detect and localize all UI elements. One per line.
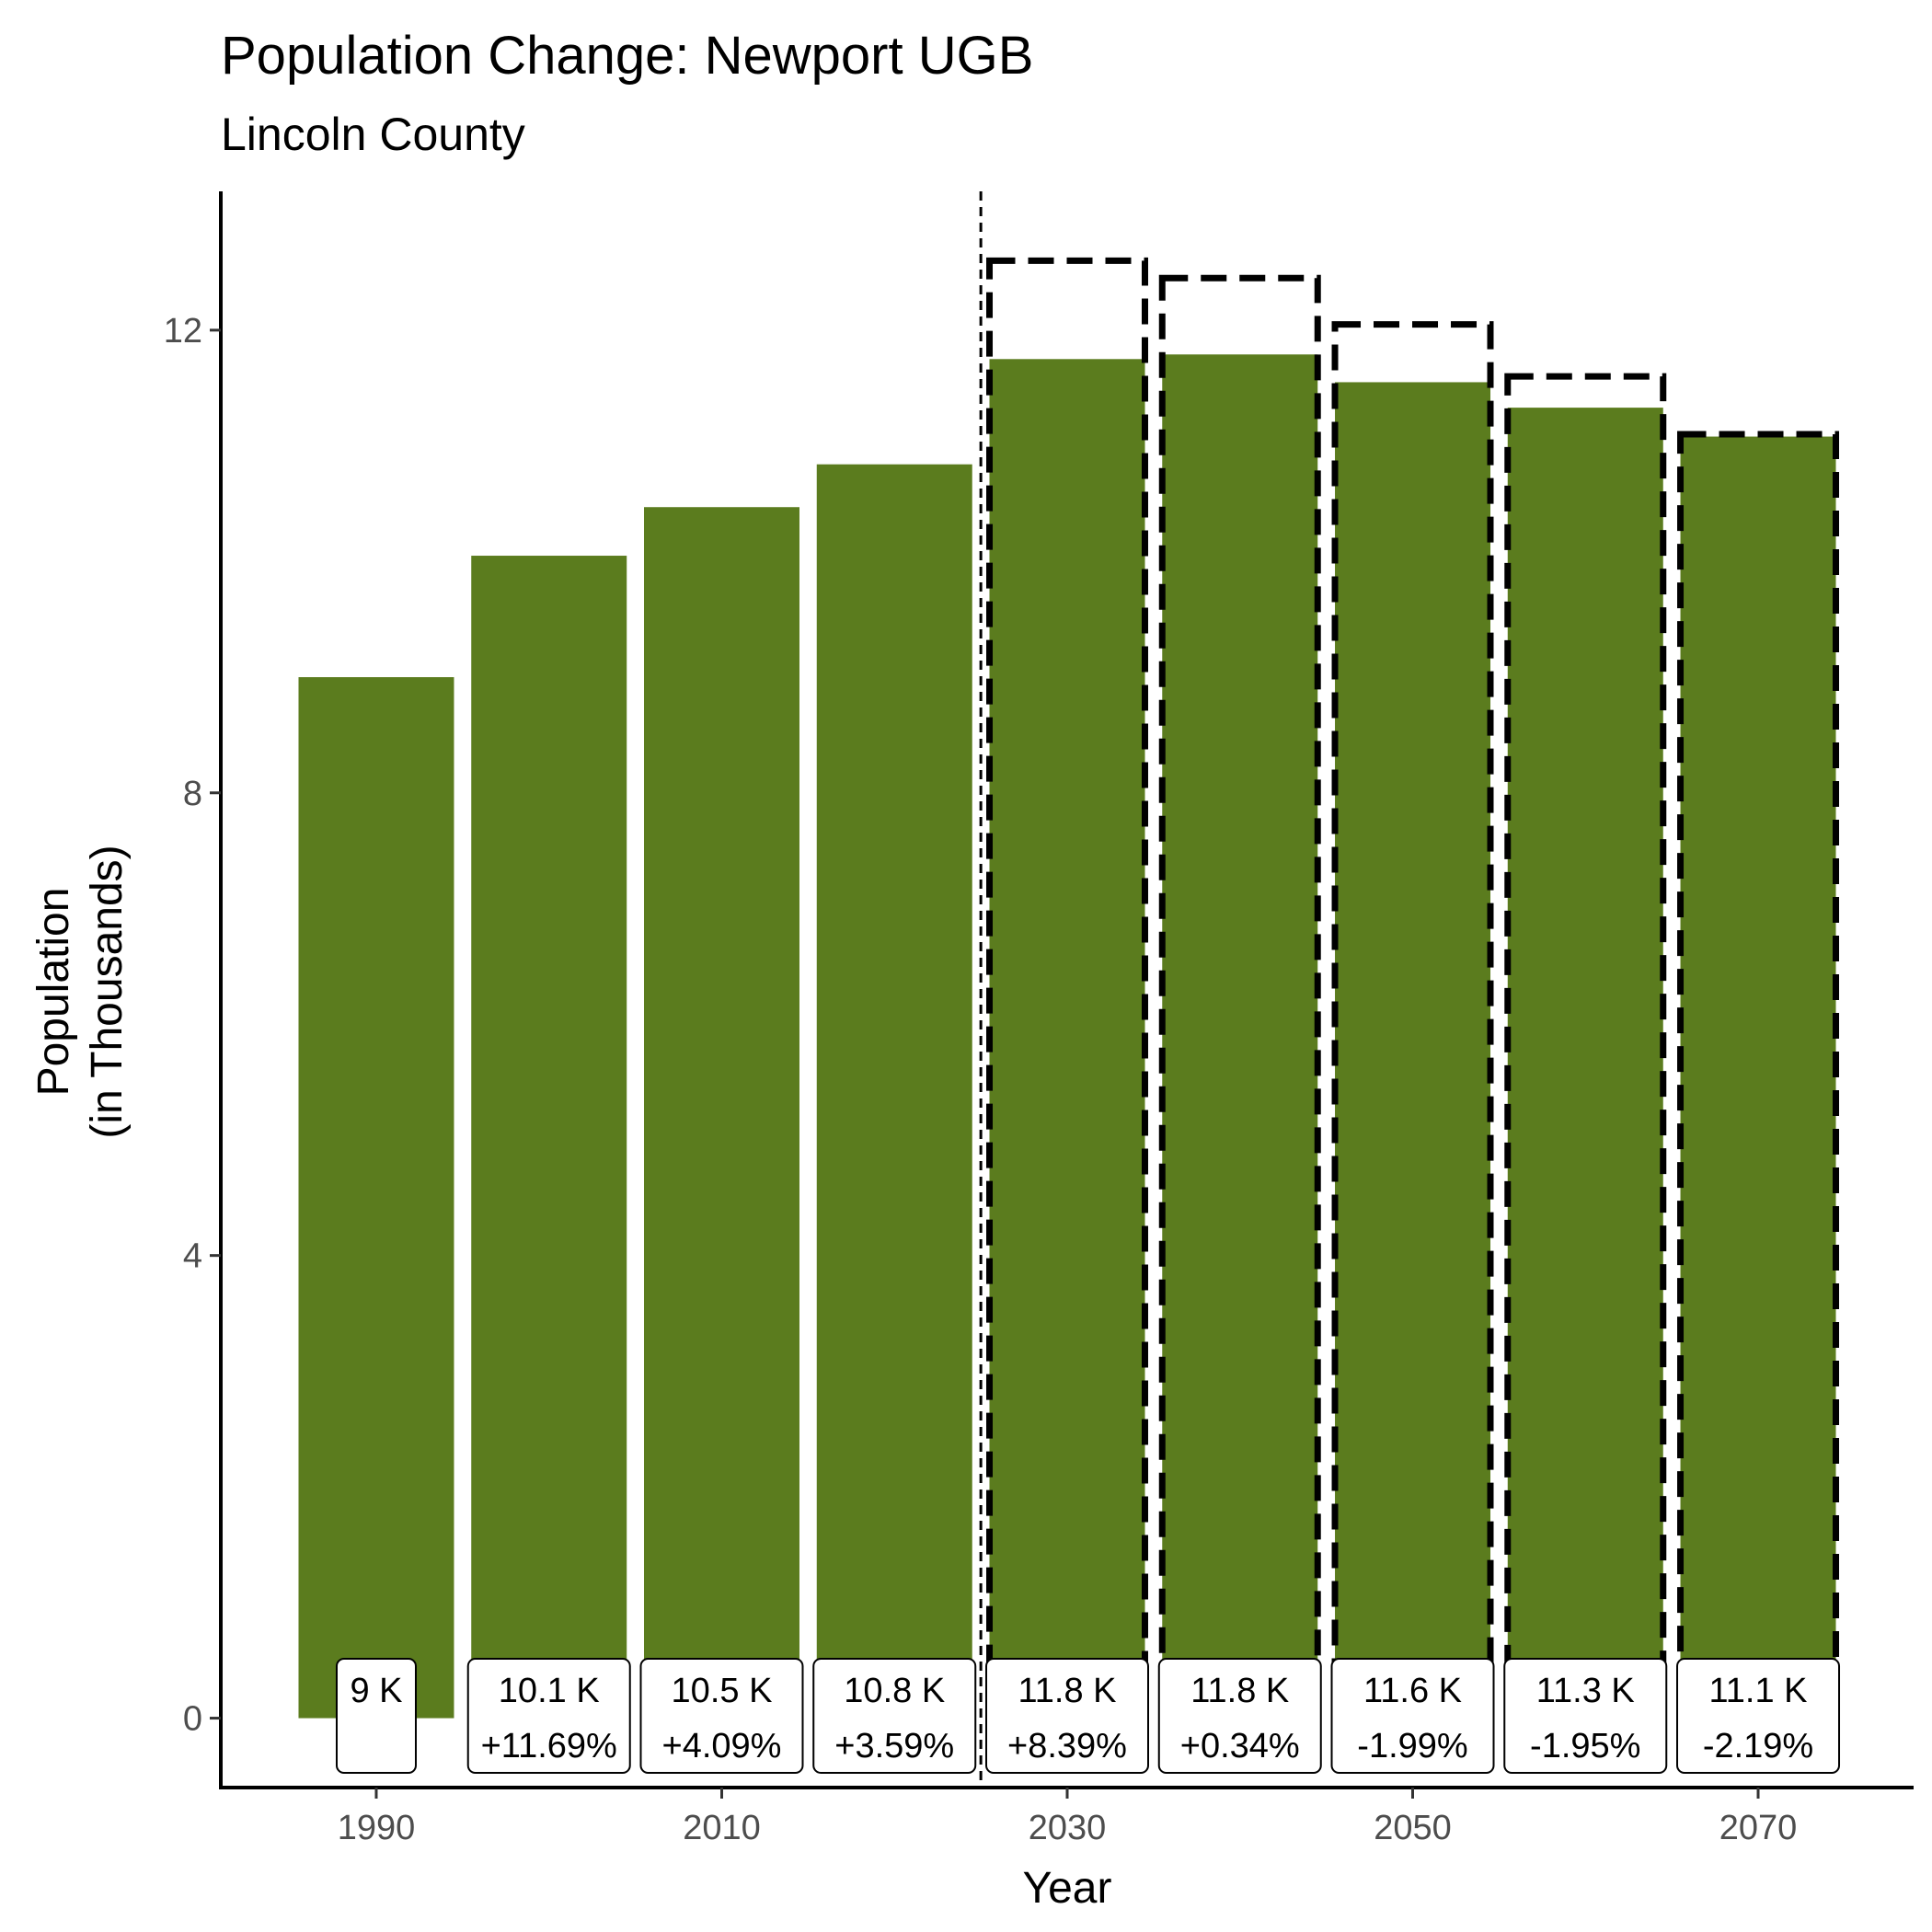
data-label-change: -1.99% [1357, 1727, 1467, 1765]
forecast-outline-2060 [1504, 373, 1667, 1722]
data-label-2020: 10.8 K +3.59% [812, 1658, 977, 1774]
data-label-box [1676, 1658, 1841, 1774]
data-label-value: 10.1 K [499, 1672, 600, 1710]
bars-layer [298, 354, 1836, 1719]
bar-2030 [989, 359, 1145, 1719]
bar-2050 [1335, 382, 1490, 1719]
data-label-1990: 9 K [335, 1658, 417, 1774]
x-tick-label-2030: 2030 [1029, 1809, 1107, 1847]
x-tick-label-2050: 2050 [1374, 1809, 1452, 1847]
bar-2010 [644, 507, 799, 1719]
data-label-box [335, 1658, 417, 1774]
data-label-value: 9 K [350, 1672, 402, 1710]
data-label-value: 11.3 K [1536, 1672, 1635, 1710]
data-label-2060: 11.3 K -1.95% [1503, 1658, 1668, 1774]
axes-layer: 0 4 8 12 1990 2010 2030 2050 2070 [164, 191, 1914, 1847]
bar-2040 [1162, 354, 1318, 1719]
data-label-box [1157, 1658, 1322, 1774]
data-label-value: 11.6 K [1363, 1672, 1462, 1710]
data-label-2040: 11.8 K +0.34% [1157, 1658, 1322, 1774]
bar-2070 [1680, 436, 1836, 1719]
data-label-change: +4.09% [662, 1727, 782, 1765]
data-label-change: +0.34% [1180, 1727, 1300, 1765]
bar-1990 [298, 677, 454, 1719]
x-axis-title: Year [1023, 1864, 1112, 1913]
data-label-change: +11.69% [481, 1727, 617, 1765]
data-label-box [466, 1658, 631, 1774]
data-label-box [985, 1658, 1149, 1774]
x-tick-label-1990: 1990 [338, 1809, 416, 1847]
data-label-value: 10.8 K [844, 1672, 945, 1710]
chart-title: Population Change: Newport UGB [221, 26, 1033, 86]
y-tick-label-12: 12 [164, 312, 202, 351]
bar-2020 [816, 464, 972, 1719]
data-label-value: 11.1 K [1708, 1672, 1807, 1710]
y-tick-label-0: 0 [183, 1700, 202, 1739]
y-axis-title: Population (in Thousands) [29, 845, 132, 1138]
data-label-value: 11.8 K [1018, 1672, 1116, 1710]
data-label-change: +8.39% [1007, 1727, 1127, 1765]
forecast-outline-layer [986, 257, 1840, 1722]
data-label-change: +3.59% [834, 1727, 954, 1765]
bar-2000 [471, 556, 627, 1719]
bar-2060 [1507, 408, 1663, 1719]
y-tick-label-4: 4 [183, 1237, 202, 1276]
data-label-value: 10.5 K [672, 1672, 773, 1710]
y-axis-title-line1: Population [29, 888, 78, 1097]
data-label-layer: 9 K 10.1 K +11.69% 10.5 K +4.09% 10.8 K +3.59%… [335, 1658, 1841, 1774]
y-tick-label-8: 8 [183, 775, 202, 813]
x-tick-label-2070: 2070 [1719, 1809, 1798, 1847]
data-label-box [812, 1658, 977, 1774]
data-label-box [1330, 1658, 1495, 1774]
data-label-2000: 10.1 K +11.69% [466, 1658, 631, 1774]
chart-subtitle: Lincoln County [221, 109, 525, 160]
data-label-2070: 11.1 K -2.19% [1676, 1658, 1841, 1774]
data-label-change: -2.19% [1703, 1727, 1813, 1765]
data-label-2050: 11.6 K -1.99% [1330, 1658, 1495, 1774]
data-label-value: 11.8 K [1190, 1672, 1289, 1710]
data-label-box [1503, 1658, 1668, 1774]
y-axis-title-line2: (in Thousands) [83, 845, 132, 1138]
data-label-2030: 11.8 K +8.39% [985, 1658, 1149, 1774]
data-label-2010: 10.5 K +4.09% [639, 1658, 804, 1774]
forecast-outline-2030 [986, 257, 1148, 1722]
data-label-change: -1.95% [1530, 1727, 1640, 1765]
x-tick-label-2010: 2010 [683, 1809, 761, 1847]
data-label-box [639, 1658, 804, 1774]
